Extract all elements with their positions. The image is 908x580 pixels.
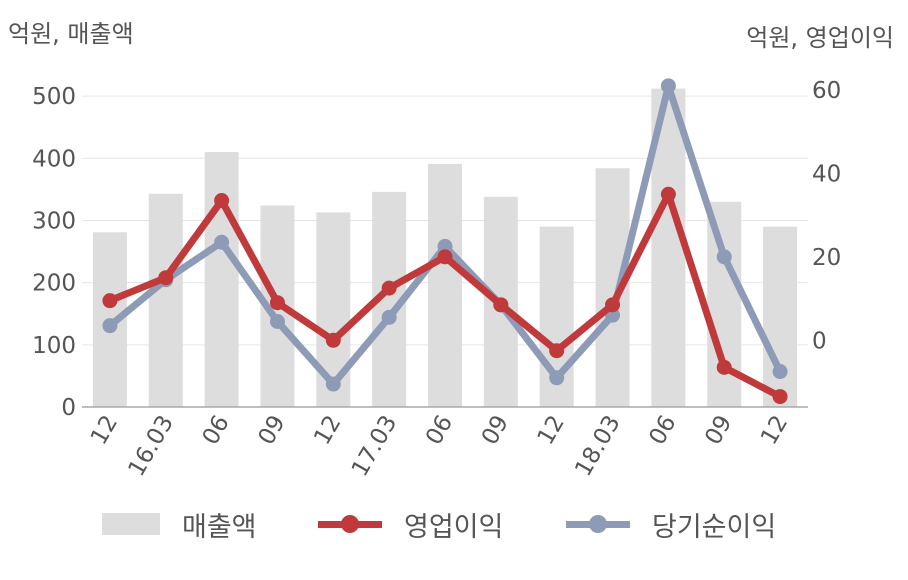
bar-revenue: [204, 152, 239, 407]
point-net-income: [549, 370, 565, 386]
x-tick-label: 09: [477, 411, 514, 449]
y-right-tick-label: 60: [812, 78, 841, 104]
x-tick-label: 06: [421, 411, 458, 449]
x-tick-label: 06: [644, 411, 681, 449]
legend-swatch-net-income: [566, 513, 630, 535]
point-operating-profit: [660, 186, 676, 202]
bar-revenue: [148, 193, 183, 407]
x-tick-label: 06: [198, 411, 235, 449]
point-operating-profit: [549, 343, 565, 359]
point-net-income: [325, 376, 341, 392]
point-net-income: [772, 364, 788, 380]
y-left-tick-label: 400: [32, 146, 76, 172]
legend-label-revenue: 매출액: [182, 511, 257, 543]
x-tick-label: 09: [700, 411, 737, 449]
point-operating-profit: [716, 359, 732, 375]
legend-swatch-operating-profit: [318, 513, 382, 535]
x-tick-label: 17.03: [347, 411, 402, 481]
left-axis-unit-label: 억원, 매출액: [8, 20, 134, 48]
x-tick-label: 09: [254, 411, 291, 449]
legend-label-net-income: 당기순이익: [652, 511, 777, 543]
legend-swatch-revenue: [102, 513, 160, 535]
x-tick-label: 18.03: [570, 411, 625, 481]
point-operating-profit: [381, 280, 397, 296]
x-tick-label: 12: [86, 411, 123, 449]
point-operating-profit: [102, 293, 118, 309]
point-operating-profit: [605, 297, 621, 313]
point-operating-profit: [772, 389, 788, 405]
point-net-income: [716, 249, 732, 265]
right-axis-unit-label: 억원, 영업이익: [746, 24, 894, 52]
x-tick-label: 12: [533, 411, 570, 449]
point-net-income: [381, 309, 397, 325]
legend-label-operating-profit: 영업이익: [404, 511, 504, 543]
y-left-tick-label: 300: [32, 208, 76, 234]
y-left-tick-label: 500: [32, 84, 76, 110]
y-right-tick-label: 40: [812, 161, 841, 187]
legend-item-net-income: 당기순이익: [566, 502, 776, 546]
y-left-tick-label: 200: [32, 271, 76, 297]
point-net-income: [102, 318, 118, 334]
point-operating-profit: [269, 295, 285, 311]
chart-legend: 매출액 영업이익 당기순이익: [0, 502, 908, 546]
y-right-tick-label: 0: [812, 328, 827, 354]
point-operating-profit: [493, 297, 509, 313]
y-right-tick-label: 20: [812, 245, 841, 271]
y-left-tick-label: 100: [32, 333, 76, 359]
point-operating-profit: [437, 249, 453, 265]
point-operating-profit: [325, 332, 341, 348]
bar-revenue: [763, 226, 798, 407]
x-tick-label: 12: [309, 411, 346, 449]
point-operating-profit: [214, 193, 230, 209]
legend-item-revenue: 매출액: [102, 502, 257, 546]
point-net-income: [214, 234, 230, 250]
x-tick-label: 12: [756, 411, 793, 449]
point-net-income: [660, 78, 676, 94]
legend-item-operating-profit: 영업이익: [318, 502, 503, 546]
bar-revenue: [428, 163, 462, 407]
point-net-income: [437, 238, 453, 254]
x-tick-label: 16.03: [124, 411, 179, 481]
point-operating-profit: [158, 270, 174, 286]
point-net-income: [269, 314, 285, 329]
y-left-tick-label: 0: [61, 395, 76, 421]
